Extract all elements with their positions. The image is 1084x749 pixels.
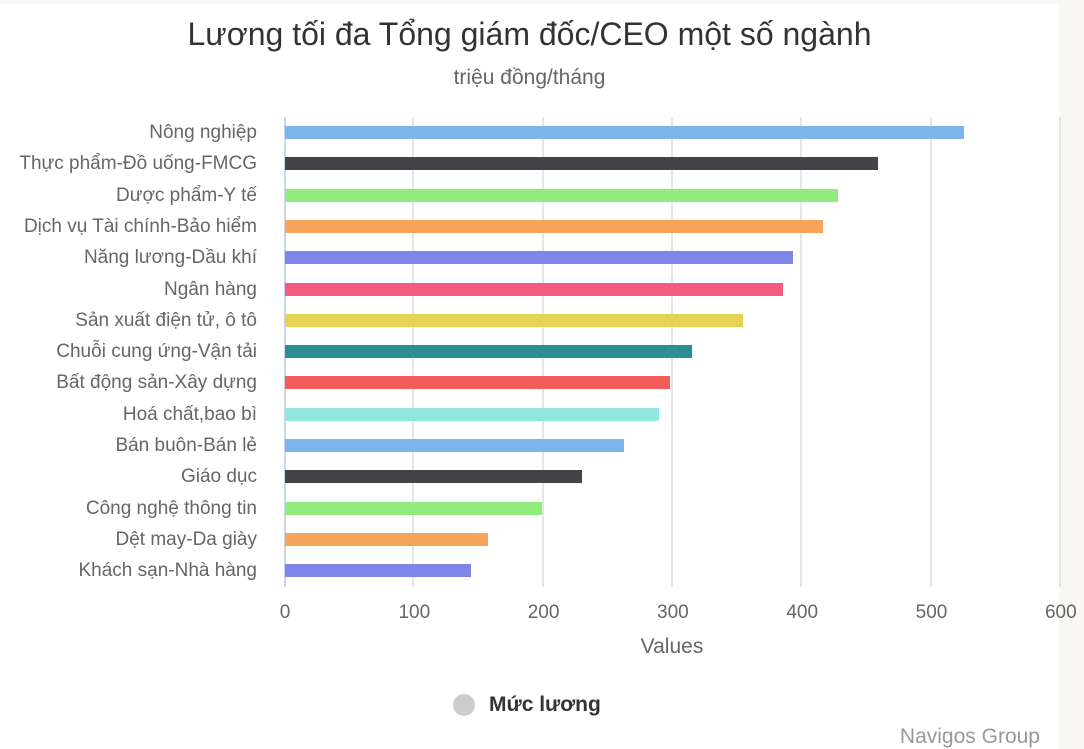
gridline: [929, 117, 932, 587]
gridline: [800, 117, 803, 587]
category-label: Dệt may-Da giày: [115, 528, 258, 550]
x-tick-label: 300: [657, 602, 689, 623]
x-tick-label: 100: [398, 602, 431, 623]
bar[interactable]: [285, 376, 671, 390]
category-label: Công nghệ thông tin: [85, 497, 257, 519]
category-label: Sản xuất điện tử, ô tô: [75, 309, 257, 331]
category-label: Dịch vụ Tài chính-Bảo hiểm: [23, 215, 257, 237]
bar[interactable]: [285, 345, 693, 359]
bar[interactable]: [285, 439, 624, 452]
bar[interactable]: [285, 407, 659, 421]
bar[interactable]: [285, 219, 823, 233]
bar[interactable]: [285, 157, 879, 171]
category-label: Dược phẩm-Y tế: [116, 184, 257, 206]
bar[interactable]: [285, 126, 964, 139]
x-tick-label: 0: [279, 602, 291, 623]
category-label: Thực phẩm-Đồ uống-FMCG: [19, 153, 257, 175]
category-label: Năng lương-Dầu khí: [83, 247, 257, 269]
bar[interactable]: [285, 188, 839, 202]
bar[interactable]: [285, 564, 472, 578]
category-label: Bán buôn-Bán lẻ: [115, 435, 257, 456]
category-label: Nông nghiệp: [149, 122, 257, 143]
bar[interactable]: [285, 501, 543, 515]
category-label: Bất động sản-Xây dựng: [56, 372, 257, 394]
bar[interactable]: [285, 313, 743, 327]
chart-title: Lương tối đa Tổng giám đốc/CEO một số ng…: [187, 16, 872, 52]
bar[interactable]: [285, 251, 794, 265]
credits-link[interactable]: Navigos Group: [899, 725, 1040, 748]
x-axis-title: Values: [640, 635, 704, 658]
category-label: Chuỗi cung ứng-Vận tải: [56, 341, 257, 363]
legend-symbol-icon: [453, 694, 475, 716]
bar[interactable]: [285, 532, 488, 546]
legend-item[interactable]: Mức lương: [453, 693, 601, 717]
plot-area: [284, 117, 1061, 587]
chart-subtitle: triệu đồng/tháng: [453, 66, 606, 89]
category-label: Khách sạn-Nhà hàng: [78, 560, 257, 582]
category-label: Ngân hàng: [164, 278, 257, 300]
x-tick-label: 500: [915, 602, 948, 623]
category-label: Giáo dục: [180, 466, 257, 488]
gridline: [1058, 117, 1061, 587]
x-tick-label: 200: [527, 602, 560, 623]
category-label: Hoá chất,bao bì: [122, 403, 257, 425]
x-tick-label: 400: [786, 602, 819, 623]
bar[interactable]: [285, 282, 783, 296]
legend-label: Mức lương: [489, 693, 601, 716]
x-tick-label: 600: [1044, 602, 1077, 623]
bar[interactable]: [285, 470, 583, 484]
